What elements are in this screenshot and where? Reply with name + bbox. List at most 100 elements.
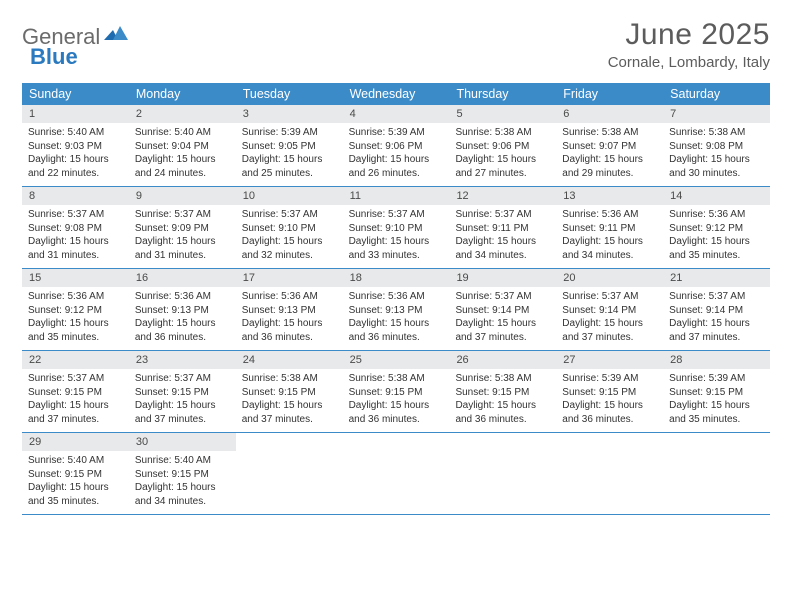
week-row: 22Sunrise: 5:37 AMSunset: 9:15 PMDayligh…	[22, 351, 770, 433]
sunrise-line: Sunrise: 5:39 AM	[562, 372, 657, 386]
weekday-tue: Tuesday	[236, 83, 343, 105]
sunrise-line: Sunrise: 5:37 AM	[242, 208, 337, 222]
day-cell: 29Sunrise: 5:40 AMSunset: 9:15 PMDayligh…	[22, 433, 129, 514]
day-cell: 6Sunrise: 5:38 AMSunset: 9:07 PMDaylight…	[556, 105, 663, 186]
day-number: 12	[449, 187, 556, 205]
sunrise-line: Sunrise: 5:38 AM	[455, 372, 550, 386]
day-number: 26	[449, 351, 556, 369]
day-body: Sunrise: 5:39 AMSunset: 9:06 PMDaylight:…	[343, 123, 450, 186]
day-body: Sunrise: 5:38 AMSunset: 9:07 PMDaylight:…	[556, 123, 663, 186]
sunrise-line: Sunrise: 5:39 AM	[669, 372, 764, 386]
empty-cell	[556, 433, 663, 514]
sunset-line: Sunset: 9:12 PM	[28, 304, 123, 318]
daylight-line: Daylight: 15 hours and 37 minutes.	[28, 399, 123, 426]
day-body: Sunrise: 5:36 AMSunset: 9:13 PMDaylight:…	[236, 287, 343, 350]
day-cell: 9Sunrise: 5:37 AMSunset: 9:09 PMDaylight…	[129, 187, 236, 268]
sunrise-line: Sunrise: 5:38 AM	[242, 372, 337, 386]
day-cell: 30Sunrise: 5:40 AMSunset: 9:15 PMDayligh…	[129, 433, 236, 514]
day-cell: 22Sunrise: 5:37 AMSunset: 9:15 PMDayligh…	[22, 351, 129, 432]
day-number: 11	[343, 187, 450, 205]
day-cell: 21Sunrise: 5:37 AMSunset: 9:14 PMDayligh…	[663, 269, 770, 350]
daylight-line: Daylight: 15 hours and 27 minutes.	[455, 153, 550, 180]
sunset-line: Sunset: 9:13 PM	[135, 304, 230, 318]
sunrise-line: Sunrise: 5:39 AM	[349, 126, 444, 140]
day-cell: 5Sunrise: 5:38 AMSunset: 9:06 PMDaylight…	[449, 105, 556, 186]
daylight-line: Daylight: 15 hours and 29 minutes.	[562, 153, 657, 180]
day-body: Sunrise: 5:37 AMSunset: 9:09 PMDaylight:…	[129, 205, 236, 268]
day-number: 15	[22, 269, 129, 287]
sunrise-line: Sunrise: 5:37 AM	[28, 208, 123, 222]
day-number: 1	[22, 105, 129, 123]
logo-blue-text-wrap: Blue	[30, 44, 78, 70]
daylight-line: Daylight: 15 hours and 35 minutes.	[28, 317, 123, 344]
sunset-line: Sunset: 9:15 PM	[669, 386, 764, 400]
day-cell: 1Sunrise: 5:40 AMSunset: 9:03 PMDaylight…	[22, 105, 129, 186]
sunset-line: Sunset: 9:06 PM	[349, 140, 444, 154]
title-block: June 2025 Cornale, Lombardy, Italy	[608, 18, 770, 71]
sunrise-line: Sunrise: 5:36 AM	[562, 208, 657, 222]
daylight-line: Daylight: 15 hours and 36 minutes.	[455, 399, 550, 426]
week-row: 29Sunrise: 5:40 AMSunset: 9:15 PMDayligh…	[22, 433, 770, 515]
day-body: Sunrise: 5:36 AMSunset: 9:11 PMDaylight:…	[556, 205, 663, 268]
sunrise-line: Sunrise: 5:37 AM	[455, 208, 550, 222]
day-body: Sunrise: 5:39 AMSunset: 9:05 PMDaylight:…	[236, 123, 343, 186]
daylight-line: Daylight: 15 hours and 34 minutes.	[562, 235, 657, 262]
sunset-line: Sunset: 9:15 PM	[349, 386, 444, 400]
daylight-line: Daylight: 15 hours and 36 minutes.	[242, 317, 337, 344]
day-cell: 15Sunrise: 5:36 AMSunset: 9:12 PMDayligh…	[22, 269, 129, 350]
day-number: 22	[22, 351, 129, 369]
empty-cell	[449, 433, 556, 514]
daylight-line: Daylight: 15 hours and 37 minutes.	[669, 317, 764, 344]
sunrise-line: Sunrise: 5:38 AM	[455, 126, 550, 140]
day-body: Sunrise: 5:37 AMSunset: 9:14 PMDaylight:…	[556, 287, 663, 350]
day-body: Sunrise: 5:36 AMSunset: 9:12 PMDaylight:…	[663, 205, 770, 268]
day-body: Sunrise: 5:37 AMSunset: 9:14 PMDaylight:…	[449, 287, 556, 350]
header: General June 2025 Cornale, Lombardy, Ita…	[22, 18, 770, 71]
daylight-line: Daylight: 15 hours and 26 minutes.	[349, 153, 444, 180]
sunrise-line: Sunrise: 5:40 AM	[135, 454, 230, 468]
sunrise-line: Sunrise: 5:38 AM	[562, 126, 657, 140]
sunset-line: Sunset: 9:13 PM	[349, 304, 444, 318]
day-number: 27	[556, 351, 663, 369]
day-cell: 25Sunrise: 5:38 AMSunset: 9:15 PMDayligh…	[343, 351, 450, 432]
day-body: Sunrise: 5:40 AMSunset: 9:15 PMDaylight:…	[129, 451, 236, 514]
day-number: 19	[449, 269, 556, 287]
day-number: 13	[556, 187, 663, 205]
logo-mark-icon	[104, 26, 128, 49]
sunset-line: Sunset: 9:15 PM	[455, 386, 550, 400]
day-cell: 14Sunrise: 5:36 AMSunset: 9:12 PMDayligh…	[663, 187, 770, 268]
weekday-wed: Wednesday	[343, 83, 450, 105]
day-number: 7	[663, 105, 770, 123]
day-body: Sunrise: 5:38 AMSunset: 9:15 PMDaylight:…	[449, 369, 556, 432]
sunrise-line: Sunrise: 5:36 AM	[28, 290, 123, 304]
day-body: Sunrise: 5:37 AMSunset: 9:10 PMDaylight:…	[236, 205, 343, 268]
day-cell: 27Sunrise: 5:39 AMSunset: 9:15 PMDayligh…	[556, 351, 663, 432]
day-cell: 20Sunrise: 5:37 AMSunset: 9:14 PMDayligh…	[556, 269, 663, 350]
sunset-line: Sunset: 9:05 PM	[242, 140, 337, 154]
sunrise-line: Sunrise: 5:37 AM	[28, 372, 123, 386]
sunrise-line: Sunrise: 5:37 AM	[455, 290, 550, 304]
sunset-line: Sunset: 9:08 PM	[28, 222, 123, 236]
day-body: Sunrise: 5:37 AMSunset: 9:10 PMDaylight:…	[343, 205, 450, 268]
sunrise-line: Sunrise: 5:40 AM	[28, 454, 123, 468]
daylight-line: Daylight: 15 hours and 36 minutes.	[135, 317, 230, 344]
week-row: 1Sunrise: 5:40 AMSunset: 9:03 PMDaylight…	[22, 105, 770, 187]
day-number: 30	[129, 433, 236, 451]
sunset-line: Sunset: 9:14 PM	[562, 304, 657, 318]
day-cell: 24Sunrise: 5:38 AMSunset: 9:15 PMDayligh…	[236, 351, 343, 432]
day-body: Sunrise: 5:36 AMSunset: 9:13 PMDaylight:…	[129, 287, 236, 350]
sunrise-line: Sunrise: 5:37 AM	[349, 208, 444, 222]
sunrise-line: Sunrise: 5:36 AM	[349, 290, 444, 304]
sunrise-line: Sunrise: 5:37 AM	[135, 208, 230, 222]
sunrise-line: Sunrise: 5:36 AM	[242, 290, 337, 304]
day-number: 14	[663, 187, 770, 205]
day-number: 3	[236, 105, 343, 123]
calendar: Sunday Monday Tuesday Wednesday Thursday…	[22, 83, 770, 515]
day-body: Sunrise: 5:40 AMSunset: 9:03 PMDaylight:…	[22, 123, 129, 186]
day-body: Sunrise: 5:36 AMSunset: 9:12 PMDaylight:…	[22, 287, 129, 350]
sunset-line: Sunset: 9:09 PM	[135, 222, 230, 236]
sunset-line: Sunset: 9:10 PM	[242, 222, 337, 236]
empty-cell	[343, 433, 450, 514]
daylight-line: Daylight: 15 hours and 30 minutes.	[669, 153, 764, 180]
weekday-thu: Thursday	[449, 83, 556, 105]
